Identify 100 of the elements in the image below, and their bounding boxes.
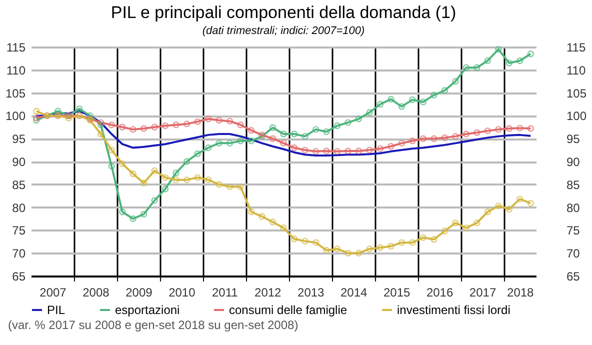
point [226, 118, 234, 125]
point [290, 144, 298, 152]
point [172, 176, 180, 184]
point [484, 208, 491, 216]
point [420, 98, 427, 106]
point [441, 228, 448, 234]
point [98, 130, 104, 138]
point [452, 132, 459, 140]
point [366, 109, 373, 116]
legend-label: investimenti fissi lordi [397, 303, 510, 317]
x-tick-label: 2015 [383, 286, 410, 300]
point [388, 242, 394, 250]
point [248, 127, 255, 134]
text: (var. % 2017 su 2008 e gen-set 2018 su gen-set 2008) [8, 318, 592, 332]
point [162, 174, 169, 181]
y2-tick-label: 105 [566, 86, 587, 100]
point [204, 116, 212, 122]
point [140, 210, 148, 218]
y-tick-label: 80 [12, 200, 26, 215]
point [312, 148, 320, 155]
point [376, 145, 384, 152]
x-tick-label: 2011 [212, 286, 238, 300]
point [151, 167, 158, 174]
y-tick-label: 65 [12, 270, 26, 284]
point [398, 140, 406, 147]
y2-tick-label: 90 [566, 155, 580, 169]
point [388, 96, 394, 103]
x-tick-label: 2010 [168, 286, 196, 300]
x-tick-label: 2009 [126, 286, 153, 300]
point [237, 138, 244, 144]
point [452, 78, 459, 85]
point [290, 130, 298, 138]
x-tick-label: 2008 [82, 286, 110, 300]
point [290, 236, 298, 242]
point [237, 122, 244, 128]
y2-tick-label: 95 [566, 132, 580, 146]
point [151, 124, 158, 130]
y2-tick-label: 65 [566, 270, 580, 284]
point [98, 122, 104, 128]
point [409, 138, 416, 144]
point [183, 120, 190, 128]
point [323, 148, 330, 154]
point [216, 181, 222, 188]
point [130, 215, 136, 222]
point [344, 119, 352, 126]
point [162, 122, 169, 130]
point [376, 244, 384, 251]
point [54, 108, 62, 114]
y2-tick-label: 80 [566, 200, 580, 215]
y2-tick-label: 75 [566, 224, 580, 238]
point [474, 64, 480, 71]
point [462, 224, 470, 232]
point [65, 114, 72, 122]
point [334, 148, 341, 155]
y-tick-label: 115 [6, 40, 26, 54]
point [237, 183, 244, 190]
point [118, 208, 126, 216]
y-tick-label: 95 [12, 132, 26, 146]
point [474, 129, 480, 136]
point [516, 196, 524, 202]
legend-label: consumi delle famiglie [229, 303, 348, 317]
point [183, 158, 190, 165]
point [430, 135, 438, 142]
point [194, 174, 201, 181]
x-tick-label: 2007 [40, 286, 67, 300]
point [409, 96, 416, 104]
point [204, 176, 212, 184]
point [355, 250, 362, 256]
y2-tick-label: 70 [566, 246, 580, 261]
point [366, 246, 373, 252]
y2-tick-label: 100 [566, 109, 587, 124]
point [140, 180, 148, 186]
y2-tick-label: 115 [566, 40, 586, 54]
point [366, 146, 373, 154]
point [420, 135, 427, 142]
x-tick-label: 2014 [340, 286, 368, 300]
point [420, 234, 427, 241]
point [334, 122, 341, 130]
point [172, 122, 180, 128]
point [355, 148, 362, 154]
point [484, 127, 491, 134]
point [216, 116, 222, 124]
point [98, 119, 104, 126]
point [302, 132, 308, 140]
point [462, 64, 470, 71]
point [258, 213, 266, 220]
point [130, 126, 136, 133]
y2-tick-label: 85 [566, 178, 580, 192]
point [76, 105, 83, 112]
point [204, 144, 212, 152]
point [269, 218, 276, 226]
y-tick-label: 70 [12, 246, 26, 261]
point [474, 220, 480, 226]
point [388, 143, 394, 150]
point [409, 239, 416, 246]
point [302, 238, 308, 245]
point [248, 138, 255, 144]
point [280, 224, 287, 232]
x-tick-label: 2018 [507, 286, 534, 300]
point [226, 183, 234, 190]
